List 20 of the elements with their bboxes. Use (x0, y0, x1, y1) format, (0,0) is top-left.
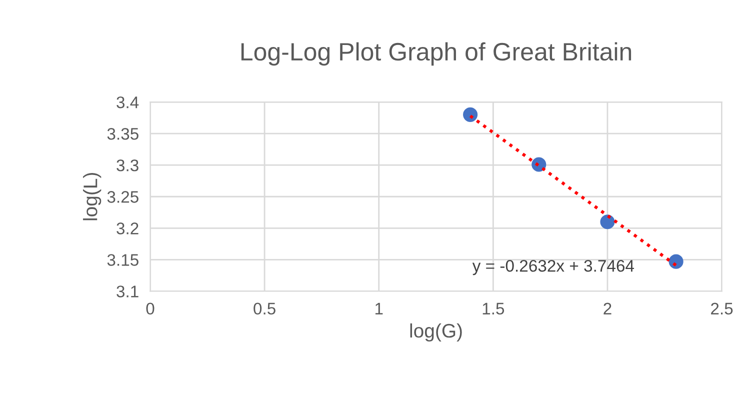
y-tick-label: 3.4 (116, 96, 139, 108)
y-tick-label: 3.1 (116, 286, 138, 298)
x-axis-title: log(G) (410, 323, 462, 342)
annotation: y = -0.2632x + 3.7464 (472, 260, 634, 276)
y-tick-label: 3.3 (116, 160, 138, 172)
point (600, 214, 615, 230)
y-axis-title: log(L) (83, 172, 102, 220)
chart-title: Log-Log Plot Graph of Great Britain (241, 42, 632, 66)
y-tick-label: 3.2 (116, 222, 138, 234)
x-tick-label: 2 (604, 302, 612, 314)
x-tick-label: 1.5 (482, 302, 504, 315)
y-tick-label: 3.35 (107, 128, 138, 140)
point (668, 254, 684, 269)
x-tick-label: 1 (375, 302, 383, 314)
x-tick-label: 0 (146, 302, 154, 315)
point (463, 107, 478, 122)
y-tick-label: 3.15 (107, 254, 138, 266)
x-tick-label: 2.5 (711, 302, 733, 315)
y-tick-label: 3.25 (107, 191, 138, 203)
x-tick-label: 0.5 (254, 302, 276, 315)
